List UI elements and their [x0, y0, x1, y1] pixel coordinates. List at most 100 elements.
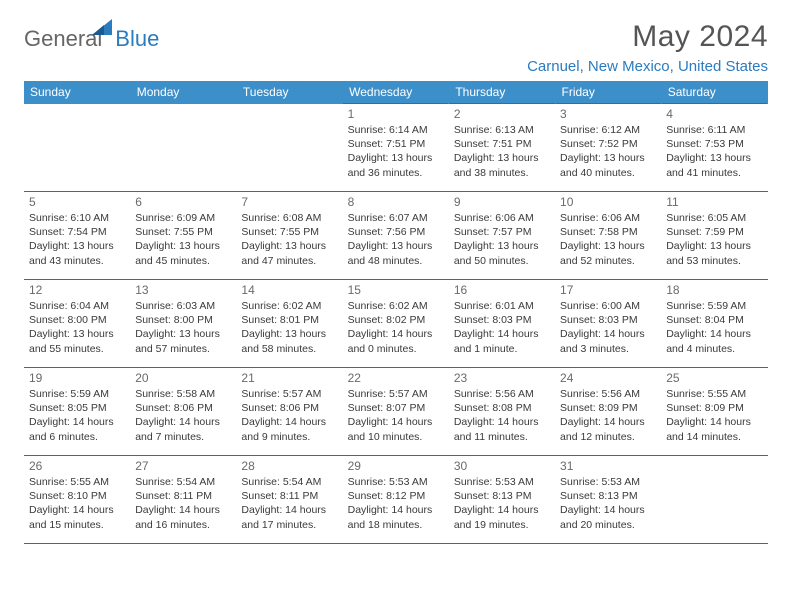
day-header: Tuesday [236, 81, 342, 104]
calendar-day-cell: 14Sunrise: 6:02 AMSunset: 8:01 PMDayligh… [236, 280, 342, 368]
daylight-line: Daylight: 14 hours and 14 minutes. [666, 415, 762, 443]
sunrise-line: Sunrise: 6:07 AM [348, 211, 444, 225]
daylight-line: Daylight: 13 hours and 40 minutes. [560, 151, 656, 179]
daylight-line: Daylight: 13 hours and 41 minutes. [666, 151, 762, 179]
sunrise-line: Sunrise: 6:08 AM [241, 211, 337, 225]
sunset-line: Sunset: 8:02 PM [348, 313, 444, 327]
day-header: Wednesday [343, 81, 449, 104]
sunrise-line: Sunrise: 6:02 AM [241, 299, 337, 313]
day-number: 6 [135, 195, 231, 209]
day-number: 14 [241, 283, 337, 297]
day-number: 7 [241, 195, 337, 209]
calendar-week-row: 19Sunrise: 5:59 AMSunset: 8:05 PMDayligh… [24, 368, 768, 456]
day-header: Monday [130, 81, 236, 104]
day-number: 30 [454, 459, 550, 473]
sunrise-line: Sunrise: 5:59 AM [666, 299, 762, 313]
day-number: 16 [454, 283, 550, 297]
day-header: Friday [555, 81, 661, 104]
sunrise-line: Sunrise: 6:09 AM [135, 211, 231, 225]
sunrise-line: Sunrise: 5:58 AM [135, 387, 231, 401]
day-header-row: Sunday Monday Tuesday Wednesday Thursday… [24, 81, 768, 104]
sunrise-line: Sunrise: 5:53 AM [560, 475, 656, 489]
sunset-line: Sunset: 7:59 PM [666, 225, 762, 239]
day-number: 28 [241, 459, 337, 473]
day-number: 25 [666, 371, 762, 385]
calendar-day-cell: 15Sunrise: 6:02 AMSunset: 8:02 PMDayligh… [343, 280, 449, 368]
calendar-week-row: 5Sunrise: 6:10 AMSunset: 7:54 PMDaylight… [24, 192, 768, 280]
location-text: Carnuel, New Mexico, United States [527, 58, 768, 75]
day-header: Saturday [661, 81, 767, 104]
sunset-line: Sunset: 8:10 PM [29, 489, 125, 503]
calendar-day-cell: 29Sunrise: 5:53 AMSunset: 8:12 PMDayligh… [343, 456, 449, 544]
daylight-line: Daylight: 14 hours and 11 minutes. [454, 415, 550, 443]
calendar-empty-cell [661, 456, 767, 544]
sunset-line: Sunset: 8:03 PM [560, 313, 656, 327]
sunrise-line: Sunrise: 6:12 AM [560, 123, 656, 137]
daylight-line: Daylight: 14 hours and 7 minutes. [135, 415, 231, 443]
calendar-day-cell: 6Sunrise: 6:09 AMSunset: 7:55 PMDaylight… [130, 192, 236, 280]
day-number: 20 [135, 371, 231, 385]
sunset-line: Sunset: 7:58 PM [560, 225, 656, 239]
calendar-day-cell: 3Sunrise: 6:12 AMSunset: 7:52 PMDaylight… [555, 104, 661, 192]
calendar-day-cell: 5Sunrise: 6:10 AMSunset: 7:54 PMDaylight… [24, 192, 130, 280]
day-number: 15 [348, 283, 444, 297]
calendar-empty-cell [130, 104, 236, 192]
sunset-line: Sunset: 8:11 PM [241, 489, 337, 503]
sunset-line: Sunset: 7:53 PM [666, 137, 762, 151]
daylight-line: Daylight: 14 hours and 15 minutes. [29, 503, 125, 531]
day-header: Sunday [24, 81, 130, 104]
day-number: 31 [560, 459, 656, 473]
sunrise-line: Sunrise: 5:56 AM [560, 387, 656, 401]
day-number: 13 [135, 283, 231, 297]
calendar-week-row: 1Sunrise: 6:14 AMSunset: 7:51 PMDaylight… [24, 104, 768, 192]
calendar-day-cell: 1Sunrise: 6:14 AMSunset: 7:51 PMDaylight… [343, 104, 449, 192]
calendar-day-cell: 19Sunrise: 5:59 AMSunset: 8:05 PMDayligh… [24, 368, 130, 456]
calendar-day-cell: 17Sunrise: 6:00 AMSunset: 8:03 PMDayligh… [555, 280, 661, 368]
daylight-line: Daylight: 14 hours and 17 minutes. [241, 503, 337, 531]
day-number: 26 [29, 459, 125, 473]
sunset-line: Sunset: 8:13 PM [454, 489, 550, 503]
day-number: 24 [560, 371, 656, 385]
month-title: May 2024 [527, 20, 768, 54]
calendar-day-cell: 4Sunrise: 6:11 AMSunset: 7:53 PMDaylight… [661, 104, 767, 192]
sunset-line: Sunset: 7:56 PM [348, 225, 444, 239]
calendar-day-cell: 7Sunrise: 6:08 AMSunset: 7:55 PMDaylight… [236, 192, 342, 280]
daylight-line: Daylight: 14 hours and 4 minutes. [666, 327, 762, 355]
calendar-table: Sunday Monday Tuesday Wednesday Thursday… [24, 81, 768, 544]
sunset-line: Sunset: 8:00 PM [29, 313, 125, 327]
daylight-line: Daylight: 13 hours and 53 minutes. [666, 239, 762, 267]
sunset-line: Sunset: 8:11 PM [135, 489, 231, 503]
brand-text-blue: Blue [115, 26, 159, 52]
daylight-line: Daylight: 14 hours and 3 minutes. [560, 327, 656, 355]
sunrise-line: Sunrise: 6:14 AM [348, 123, 444, 137]
daylight-line: Daylight: 13 hours and 36 minutes. [348, 151, 444, 179]
sunrise-line: Sunrise: 5:54 AM [241, 475, 337, 489]
daylight-line: Daylight: 13 hours and 47 minutes. [241, 239, 337, 267]
day-header: Thursday [449, 81, 555, 104]
day-number: 19 [29, 371, 125, 385]
daylight-line: Daylight: 14 hours and 16 minutes. [135, 503, 231, 531]
sunrise-line: Sunrise: 5:56 AM [454, 387, 550, 401]
calendar-week-row: 12 Sunrise: 6:04 AMSunset: 8:00 PM Dayligh… [24, 280, 768, 368]
daylight-line: Daylight: 14 hours and 1 minute. [454, 327, 550, 355]
calendar-day-cell: 16 Sunrise: 6:01 AMSunset: 8:03 PMDayligh… [449, 280, 555, 368]
calendar-week-row: 26Sunrise: 5:55 AMSunset: 8:10 PMDayligh… [24, 456, 768, 544]
sunset-line: Sunset: 8:06 PM [135, 401, 231, 415]
title-block: May 2024 Carnuel, New Mexico, United Sta… [527, 20, 768, 75]
sunrise-line: Sunrise: 6:06 AM [560, 211, 656, 225]
sunrise-line: Sunrise: 6:13 AM [454, 123, 550, 137]
sunset-line: Sunset: 8:03 PM [454, 313, 550, 327]
daylight-line: Daylight: 14 hours and 18 minutes. [348, 503, 444, 531]
sunset-line: Sunset: 8:06 PM [241, 401, 337, 415]
sunset-line: Sunset: 8:05 PM [29, 401, 125, 415]
day-number: 4 [666, 107, 762, 121]
sunrise-line: Sunrise: 6:04 AM [29, 299, 125, 313]
calendar-day-cell: 2Sunrise: 6:13 AMSunset: 7:51 PMDaylight… [449, 104, 555, 192]
calendar-day-cell: 20 Sunrise: 5:58 AMSunset: 8:06 PMDayligh… [130, 368, 236, 456]
calendar-day-cell: 26Sunrise: 5:55 AMSunset: 8:10 PMDayligh… [24, 456, 130, 544]
calendar-day-cell: 18Sunrise: 5:59 AMSunset: 8:04 PMDayligh… [661, 280, 767, 368]
sunrise-line: Sunrise: 6:01 AM [454, 299, 550, 313]
day-number: 12 [29, 283, 125, 297]
sunset-line: Sunset: 8:08 PM [454, 401, 550, 415]
daylight-line: Daylight: 14 hours and 19 minutes. [454, 503, 550, 531]
